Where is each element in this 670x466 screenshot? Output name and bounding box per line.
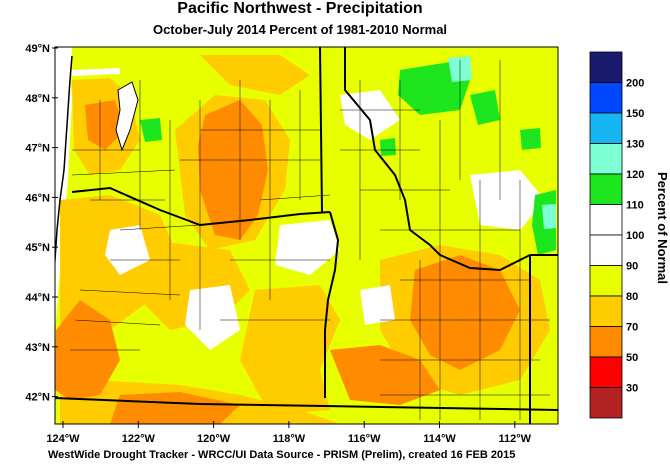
- latitude-label: 44°N: [25, 292, 50, 304]
- latitude-label: 48°N: [25, 93, 50, 105]
- map-border: [54, 46, 559, 425]
- longitude-label: 118°W: [273, 433, 306, 445]
- longitude-label: 124°W: [46, 433, 80, 445]
- legend-label: 70: [626, 322, 638, 334]
- latitude-label: 46°N: [25, 192, 50, 204]
- longitude-label: 122°W: [122, 433, 156, 445]
- latitude-label: 42°N: [25, 392, 50, 404]
- latitude-axis: 49°N 48°N 47°N 46°N 45°N 44°N 43°N 42°N: [25, 43, 58, 404]
- latitude-label: 47°N: [25, 143, 50, 155]
- legend-label: 30: [626, 383, 638, 395]
- legend-label: 150: [626, 108, 644, 120]
- county-boundaries: [70, 60, 550, 420]
- ocean-area: [55, 47, 72, 424]
- coastline: [55, 55, 73, 271]
- legend-swatch: [589, 112, 623, 144]
- latitude-label: 45°N: [25, 242, 50, 254]
- color-legend: 200 150 130 120 110 100 90 80 70 50 30: [589, 51, 644, 419]
- legend-swatch: [589, 204, 623, 236]
- longitude-label: 114°W: [423, 433, 456, 445]
- legend-label: 50: [626, 352, 638, 364]
- legend-swatch: [589, 51, 623, 83]
- data-credit: WestWide Drought Tracker - WRCC/UI Data …: [48, 449, 516, 461]
- puget-sound: [115, 81, 139, 152]
- longitude-label: 120°W: [197, 433, 231, 445]
- longitude-label: 112°W: [499, 433, 532, 445]
- legend-label: 80: [626, 291, 638, 303]
- legend-swatch: [589, 265, 623, 297]
- legend-swatch: [589, 356, 623, 388]
- legend-label: 90: [626, 261, 638, 273]
- longitude-label: 116°W: [348, 433, 381, 445]
- near-normal-zones: [105, 90, 545, 350]
- legend-swatch: [589, 234, 623, 266]
- legend-label: 100: [626, 230, 644, 242]
- legend-label: 120: [626, 169, 644, 181]
- longitude-axis: 124°W 122°W 120°W 118°W 116°W 114°W 112°W: [46, 421, 532, 445]
- legend-title: Percent of Normal: [655, 172, 670, 284]
- legend-label: 130: [626, 139, 644, 151]
- latitude-label: 43°N: [25, 342, 50, 354]
- state-boundaries: [55, 47, 558, 424]
- strait-of-juan-de-fuca: [70, 68, 120, 76]
- legend-swatch: [589, 173, 623, 205]
- legend-swatch: [589, 295, 623, 327]
- latitude-label: 49°N: [25, 43, 50, 55]
- map-subtitle: October-July 2014 Percent of 1981-2010 N…: [152, 22, 448, 37]
- below-normal-50-70-zones: [55, 100, 520, 424]
- legend-swatch: [589, 387, 623, 419]
- map-title: Pacific Northwest - Precipitation: [177, 0, 423, 17]
- legend-label: 110: [626, 200, 644, 212]
- legend-swatch: [589, 326, 623, 358]
- legend-swatch: [589, 82, 623, 114]
- legend-swatch: [589, 143, 623, 175]
- legend-label: 200: [626, 78, 644, 90]
